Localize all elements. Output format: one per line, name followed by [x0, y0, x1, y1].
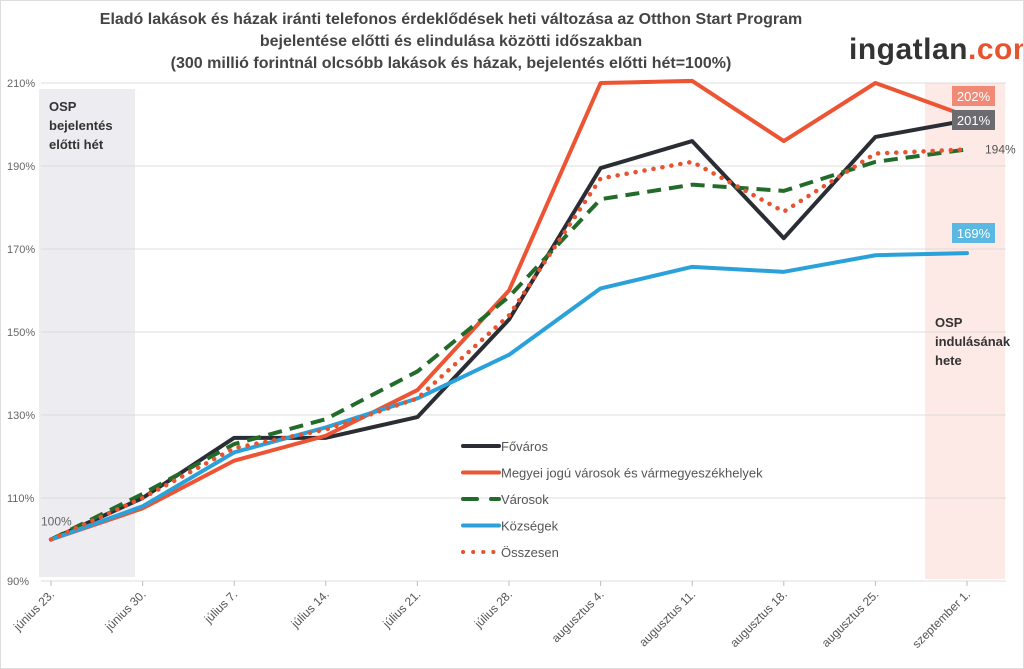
y-tick-label: 170%: [7, 244, 35, 256]
y-tick-label: 190%: [7, 161, 35, 173]
title-line-3: (300 millió forintnál olcsóbb lakások és…: [170, 55, 732, 72]
series-line-összesen: [48, 147, 970, 542]
x-tick-label: augusztus 11.: [636, 587, 698, 649]
x-tick-label: június 23.: [10, 587, 57, 634]
end-label-box: [952, 223, 995, 243]
chart-title: Eladó lakások és házak iránti telefonos …: [1, 9, 901, 75]
left-band: [39, 89, 135, 577]
legend-label: Városok: [501, 492, 549, 507]
x-tick-label: július 14.: [288, 587, 332, 631]
end-value-label: 169%: [957, 226, 991, 241]
end-label-box: [952, 110, 995, 130]
legend-label: Megyei jogú városok és vármegyeszékhelye…: [501, 466, 763, 481]
y-tick-label: 150%: [7, 327, 35, 339]
title-line-2: bejelentése előtti és elindulása közötti…: [259, 33, 643, 50]
legend-label: Községek: [501, 519, 559, 534]
legend-label: Főváros: [501, 439, 548, 454]
title-line-1: Eladó lakások és házak iránti telefonos …: [99, 11, 803, 28]
series-line-megyei: [49, 78, 969, 542]
legend-label: Összesen: [501, 545, 559, 560]
start-value-label: 100%: [41, 515, 72, 529]
y-tick-label: 210%: [7, 78, 35, 90]
end-value-label: 194%: [985, 142, 1016, 156]
series-line-községek: [49, 251, 969, 542]
x-tick-label: július 21.: [379, 587, 423, 631]
series-line-főváros: [49, 118, 969, 542]
y-tick-label: 130%: [7, 410, 35, 422]
end-label-box: [952, 86, 995, 106]
right-band-label: OSP indulásának hete: [935, 315, 1011, 368]
x-tick-label: július 28.: [471, 587, 515, 631]
left-band-label: OSP bejelentés előtti hét: [49, 99, 113, 152]
x-tick-label: szeptember 1.: [909, 587, 973, 651]
x-tick-label: június 30.: [102, 587, 149, 634]
x-tick-label: augusztus 25.: [819, 587, 882, 650]
y-tick-label: 110%: [7, 493, 35, 505]
x-tick-label: augusztus 4.: [549, 587, 607, 645]
x-tick-label: július 7.: [201, 587, 240, 626]
ingatlan-logo: ingatlan.com: [849, 33, 1023, 66]
end-value-label: 202%: [957, 89, 991, 104]
y-tick-label: 90%: [7, 576, 29, 588]
x-tick-label: augusztus 18.: [727, 587, 790, 650]
end-value-label: 201%: [957, 113, 991, 128]
